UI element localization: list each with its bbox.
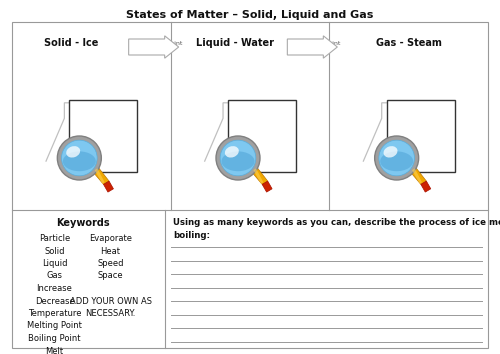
Polygon shape bbox=[288, 36, 338, 58]
Text: Space: Space bbox=[98, 272, 124, 280]
Text: Speed: Speed bbox=[97, 259, 124, 268]
Polygon shape bbox=[409, 166, 426, 184]
Text: Increase: Increase bbox=[36, 284, 72, 293]
Text: Melting Point: Melting Point bbox=[27, 321, 82, 331]
Text: Liquid - Water: Liquid - Water bbox=[196, 38, 274, 48]
Ellipse shape bbox=[220, 140, 256, 176]
Text: Temperature: Temperature bbox=[28, 309, 81, 318]
Text: Boiling Point: Boiling Point bbox=[28, 334, 81, 343]
Text: Heat: Heat bbox=[100, 246, 120, 256]
Ellipse shape bbox=[66, 146, 80, 158]
Text: ADD YOUR OWN AS: ADD YOUR OWN AS bbox=[70, 297, 152, 306]
Text: Keywords: Keywords bbox=[56, 218, 110, 228]
Text: Solid - Ice: Solid - Ice bbox=[44, 38, 98, 48]
Text: Decrease: Decrease bbox=[34, 297, 74, 306]
Ellipse shape bbox=[62, 140, 97, 176]
Text: Solid: Solid bbox=[44, 246, 65, 256]
Polygon shape bbox=[104, 181, 114, 192]
Text: __________ point: __________ point bbox=[132, 40, 182, 46]
Ellipse shape bbox=[380, 152, 413, 171]
Text: NECESSARY.: NECESSARY. bbox=[86, 309, 136, 318]
Polygon shape bbox=[250, 166, 268, 184]
Ellipse shape bbox=[379, 140, 414, 176]
Polygon shape bbox=[94, 169, 104, 184]
Text: Gas - Steam: Gas - Steam bbox=[376, 38, 442, 48]
Polygon shape bbox=[421, 181, 431, 192]
Text: Liquid: Liquid bbox=[42, 259, 67, 268]
Bar bbox=[70, 100, 138, 172]
Polygon shape bbox=[92, 166, 109, 184]
Text: Gas: Gas bbox=[46, 272, 62, 280]
Polygon shape bbox=[128, 36, 178, 58]
Text: Evaporate: Evaporate bbox=[89, 234, 132, 243]
Polygon shape bbox=[254, 169, 264, 184]
Ellipse shape bbox=[384, 146, 398, 158]
Text: Melt: Melt bbox=[46, 347, 64, 354]
Text: Particle: Particle bbox=[39, 234, 70, 243]
Text: Using as many keywords as you can, describe the process of ice melting and water: Using as many keywords as you can, descr… bbox=[173, 218, 500, 227]
Ellipse shape bbox=[216, 136, 260, 180]
Text: __________ point: __________ point bbox=[292, 40, 341, 46]
Bar bbox=[386, 100, 454, 172]
Ellipse shape bbox=[374, 136, 418, 180]
Ellipse shape bbox=[225, 146, 239, 158]
Ellipse shape bbox=[222, 152, 254, 171]
Polygon shape bbox=[262, 181, 272, 192]
Bar bbox=[228, 100, 296, 172]
Ellipse shape bbox=[58, 136, 102, 180]
Polygon shape bbox=[412, 169, 422, 184]
Text: States of Matter – Solid, Liquid and Gas: States of Matter – Solid, Liquid and Gas bbox=[126, 10, 374, 20]
Ellipse shape bbox=[63, 152, 96, 171]
Text: boiling:: boiling: bbox=[173, 231, 210, 240]
